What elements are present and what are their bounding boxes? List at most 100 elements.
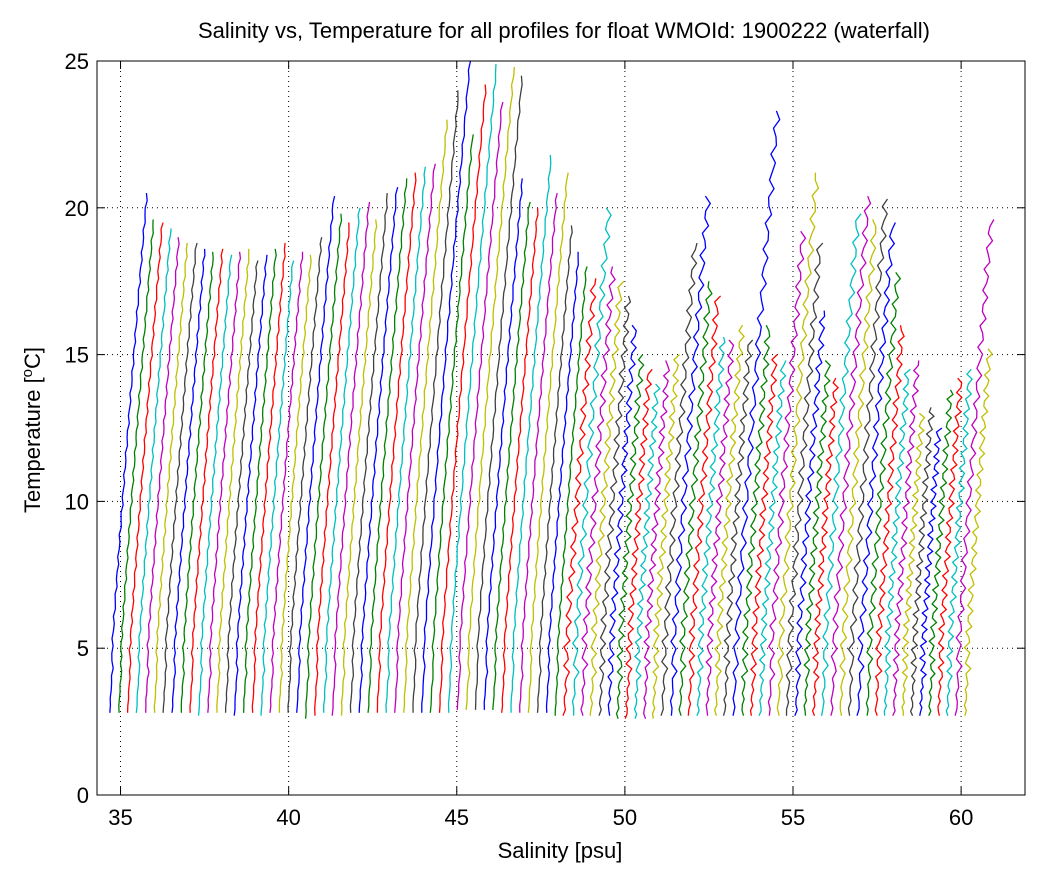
profile-line — [492, 201, 531, 710]
y-tick-label: 25 — [65, 49, 89, 74]
profile-line — [713, 324, 745, 716]
profile-line — [571, 207, 612, 716]
profile-line — [651, 354, 680, 719]
profile-line — [615, 354, 645, 719]
profile-line — [501, 207, 539, 713]
profile-line — [562, 278, 597, 716]
profile-line — [483, 178, 523, 710]
profile-line — [527, 172, 569, 713]
x-tick-label: 60 — [949, 805, 973, 830]
profile-line — [394, 163, 437, 713]
y-axis-label-main: Temperature [ — [20, 377, 45, 513]
profile-line — [874, 325, 905, 716]
profile-line — [510, 154, 552, 713]
profile-line — [722, 339, 754, 716]
profile-line — [189, 248, 224, 713]
profile-line — [696, 336, 726, 716]
profile-line — [340, 219, 378, 716]
profile-line — [465, 66, 515, 710]
profile-line — [954, 219, 995, 716]
profile-line — [145, 237, 180, 713]
profile-line — [598, 295, 632, 716]
profile-line — [589, 280, 625, 716]
profile-line — [296, 195, 336, 713]
profile-line — [269, 251, 304, 713]
profile-line — [367, 178, 408, 713]
profile-line — [447, 63, 497, 713]
profile-line — [438, 84, 487, 713]
profile-line — [304, 213, 343, 719]
profile-line — [180, 251, 214, 713]
profile-line — [705, 339, 735, 716]
profile-line — [109, 193, 148, 713]
profile-line — [207, 251, 242, 713]
profile-line — [856, 222, 896, 716]
profile-line — [287, 237, 323, 713]
x-tick-label: 45 — [445, 805, 469, 830]
profile-line — [278, 254, 312, 713]
profile-line — [519, 192, 558, 713]
profile-line — [758, 360, 787, 716]
profile-line — [403, 119, 448, 713]
y-tick-label: 5 — [77, 636, 89, 661]
profile-line — [901, 412, 926, 716]
x-tick-label: 50 — [613, 805, 637, 830]
profile-line — [830, 195, 872, 716]
x-axis-label: Salinity [psu] — [498, 838, 623, 863]
profile-line — [126, 222, 164, 713]
profile-line — [732, 110, 781, 716]
profile-line — [536, 225, 573, 713]
profile-line — [820, 213, 862, 716]
profile-line — [607, 324, 638, 716]
profile-line — [171, 248, 206, 713]
y-tick-label: 20 — [65, 196, 89, 221]
profile-line — [687, 295, 722, 716]
y-tick-label: 15 — [65, 343, 89, 368]
profile-line — [909, 407, 935, 716]
profile-line — [260, 260, 295, 716]
profile-line — [421, 60, 472, 713]
axis-ticks: 35 40 45 50 55 60 0 5 10 15 20 25 — [65, 49, 1025, 830]
x-tick-label: 40 — [276, 805, 300, 830]
profile-line — [803, 360, 831, 716]
profile-line — [749, 354, 778, 716]
profile-line — [349, 193, 388, 713]
profile-line — [545, 251, 579, 713]
profile-line — [580, 266, 616, 716]
profile-line — [918, 427, 943, 716]
chart-title: Salinity vs, Temperature for all profile… — [198, 18, 930, 43]
profile-line — [963, 348, 994, 716]
profile-line — [633, 383, 661, 719]
profile-line — [197, 254, 233, 716]
profile-line — [135, 228, 172, 713]
profile-line — [456, 101, 504, 710]
profile-line — [839, 219, 877, 716]
profile-line — [162, 242, 198, 713]
profile-line — [847, 198, 889, 716]
profile-line — [865, 272, 902, 716]
x-tick-label: 35 — [108, 805, 132, 830]
axes-box — [96, 60, 1026, 796]
profile-line — [669, 195, 712, 716]
y-axis-label-end: C] — [20, 347, 45, 369]
profile-line — [429, 134, 474, 713]
profile-line — [314, 222, 350, 716]
profile-line — [945, 368, 973, 716]
profile-line — [474, 75, 523, 710]
profile-line — [776, 172, 820, 716]
profile-line — [643, 360, 671, 719]
profile-line — [242, 248, 277, 713]
profile-line — [251, 242, 286, 713]
profile-line — [660, 242, 698, 716]
profile-lines — [109, 60, 995, 719]
profile-line — [937, 377, 963, 716]
profile-line — [224, 260, 259, 713]
profile-line — [153, 242, 188, 713]
profile-line — [740, 324, 771, 716]
profile-line — [233, 254, 268, 716]
profile-line — [794, 310, 826, 716]
profile-line — [892, 360, 920, 716]
profile-line — [118, 219, 154, 713]
